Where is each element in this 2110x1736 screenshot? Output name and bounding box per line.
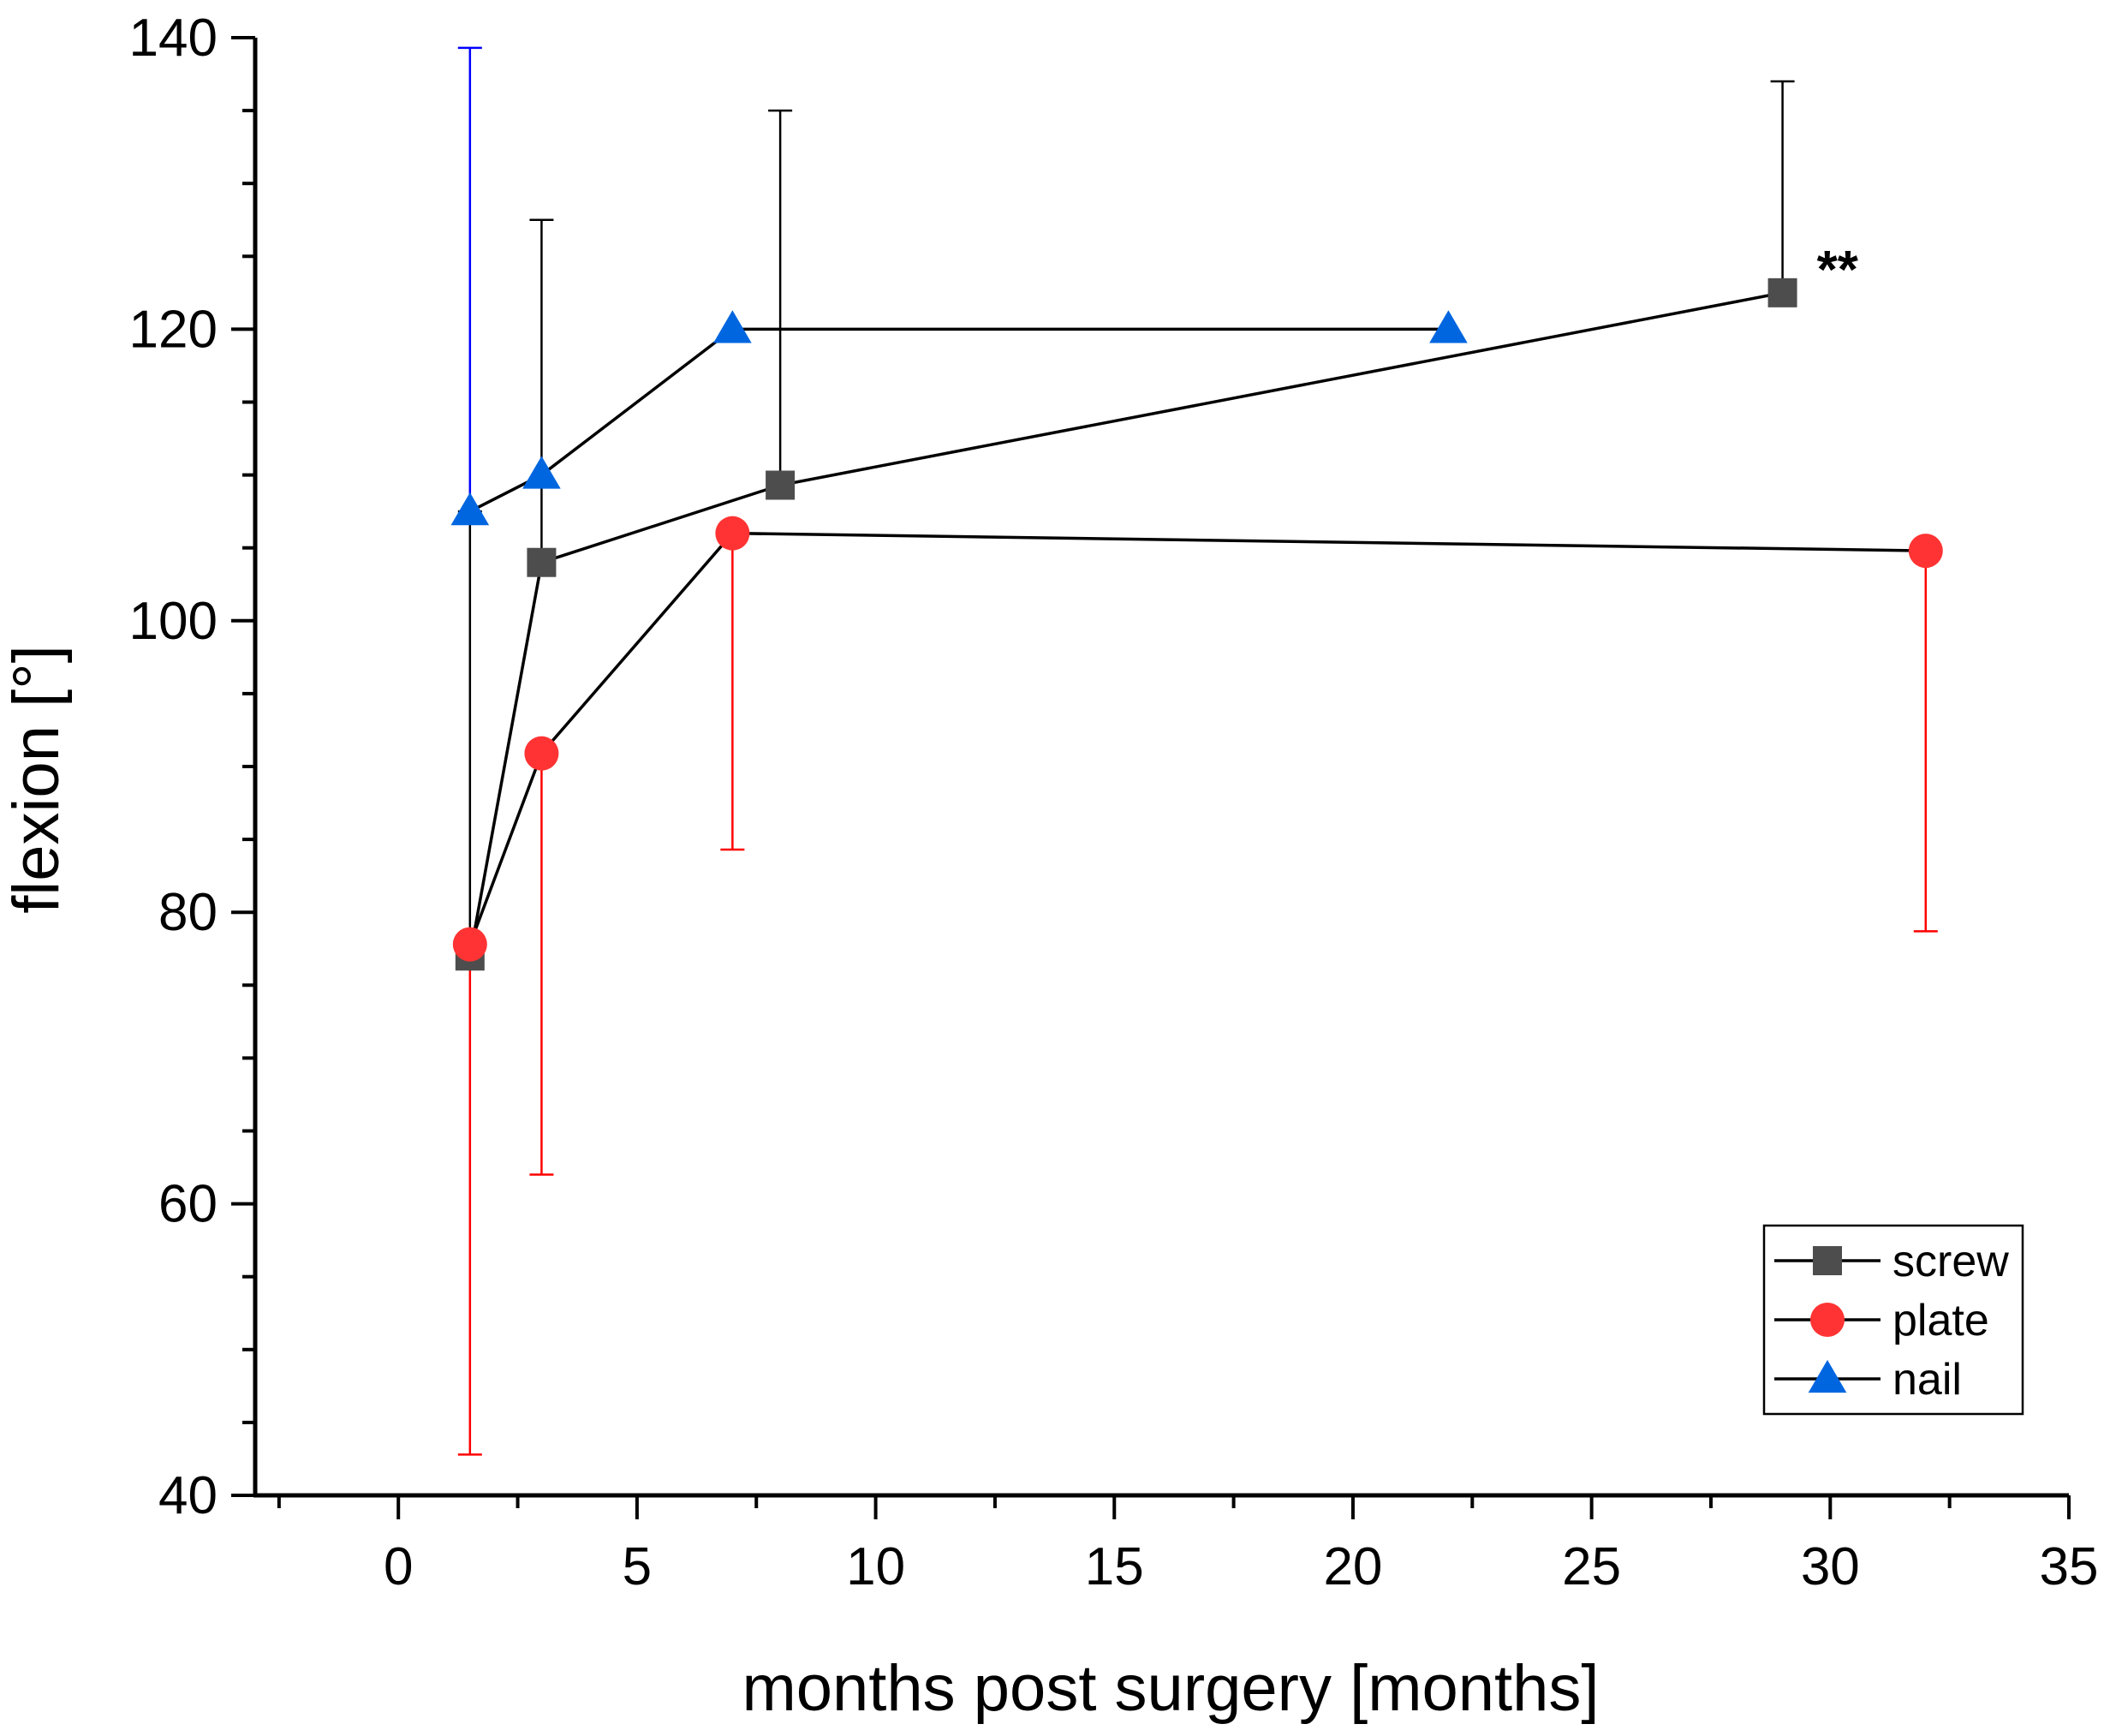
x-tick-label: 30: [1801, 1537, 1860, 1596]
axes: 40 60 80 100 120 140 0 5 10 15 20 25 30 35: [129, 9, 2099, 1596]
x-axis-ticks: 0 5 10 15 20 25 30 35: [277, 1495, 2099, 1596]
y-tick-label: 120: [129, 300, 218, 359]
x-tick-label: 25: [1562, 1537, 1621, 1596]
nail-marker: [522, 456, 561, 489]
y-tick-label: 100: [129, 592, 218, 651]
x-tick-label: 35: [2040, 1537, 2099, 1596]
series-lines: [468, 291, 1926, 957]
nail-series-line: [469, 327, 1449, 513]
x-tick-label: 0: [384, 1537, 413, 1596]
plate-marker: [715, 516, 750, 551]
y-tick-label: 80: [158, 883, 218, 942]
y-tick-label: 40: [158, 1466, 218, 1525]
legend-label-nail: nail: [1892, 1355, 1962, 1405]
legend-marker-plate: [1810, 1303, 1845, 1337]
x-axis-title: months post surgery [months]: [742, 1652, 1599, 1725]
significance-annotation: **: [1817, 241, 1859, 300]
plate-marker: [524, 736, 559, 771]
x-tick-label: 20: [1323, 1537, 1382, 1596]
y-axis-title: flexion [°]: [0, 645, 73, 913]
screw-marker: [1767, 277, 1797, 307]
legend-marker-nail: [1808, 1359, 1847, 1393]
legend-label-plate: plate: [1892, 1296, 1989, 1345]
nail-marker: [1429, 310, 1468, 343]
y-axis-ticks: 40 60 80 100 120 140: [129, 9, 255, 1525]
screw-marker: [766, 470, 796, 500]
annotations: **: [1817, 241, 1859, 300]
screw-series-line: [468, 291, 1783, 957]
legend-label-screw: screw: [1892, 1237, 2009, 1286]
plate-marker: [452, 927, 487, 962]
error-bars: [457, 46, 1938, 1456]
screw-marker: [527, 547, 557, 577]
x-tick-label: 10: [846, 1537, 905, 1596]
y-tick-label: 60: [158, 1175, 218, 1234]
data-markers: [450, 277, 1943, 971]
plate-series-line: [468, 531, 1926, 946]
legend-marker-screw: [1813, 1246, 1842, 1275]
y-tick-label: 140: [129, 9, 218, 68]
x-tick-label: 5: [623, 1537, 652, 1596]
plate-marker: [1908, 534, 1943, 569]
nail-marker: [713, 310, 752, 343]
nail-marker: [450, 492, 490, 526]
legend: screw plate nail: [1762, 1224, 2024, 1416]
x-tick-label: 15: [1085, 1537, 1144, 1596]
